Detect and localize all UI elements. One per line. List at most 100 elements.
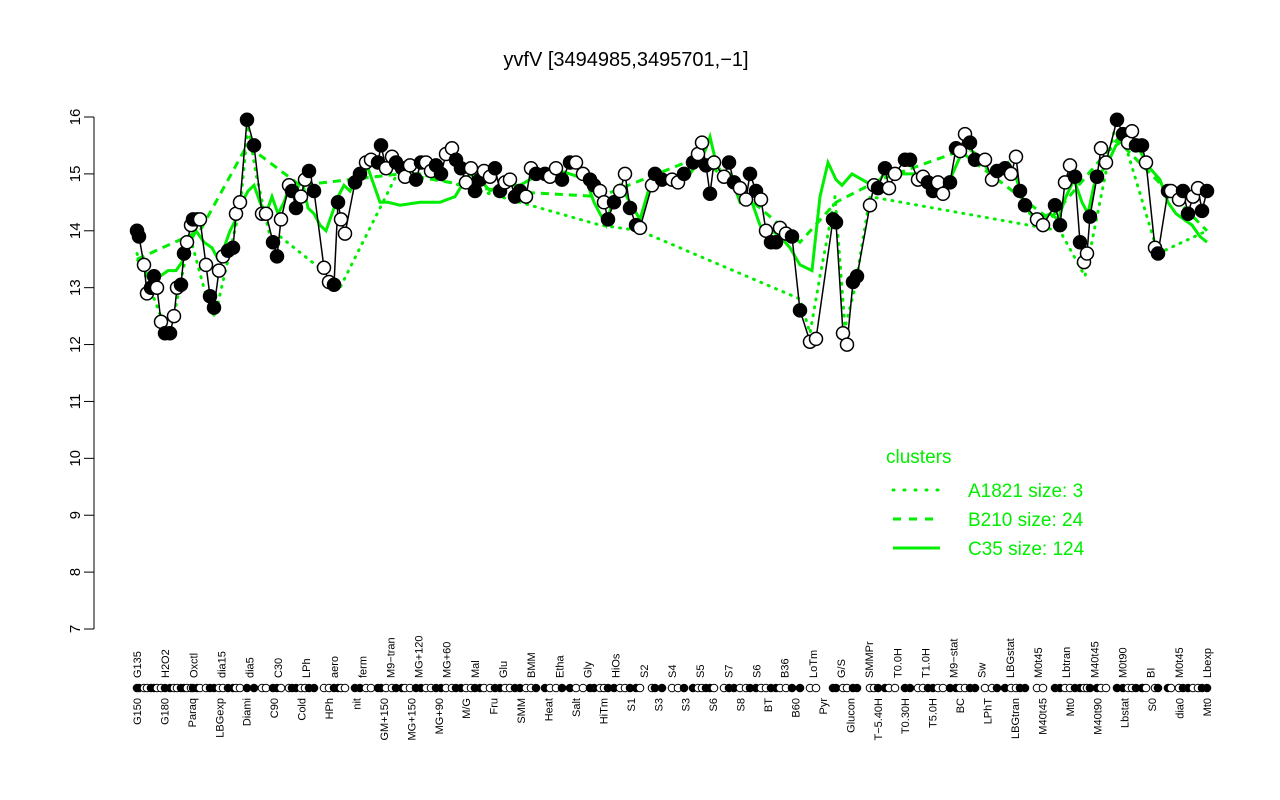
data-point	[179, 234, 195, 250]
x-category-label: S7	[723, 665, 735, 678]
sample-marker	[366, 683, 376, 693]
data-point	[192, 212, 208, 227]
y-tick-label: 12	[67, 336, 84, 353]
expression-line	[136, 117, 1208, 345]
data-point	[1138, 155, 1154, 170]
x-category-label: Mt0	[1065, 698, 1077, 716]
data-point	[1072, 234, 1088, 250]
y-tick-label: 8	[67, 568, 84, 576]
data-point	[433, 166, 449, 182]
data-point	[246, 138, 262, 153]
x-category-label: MG+90	[434, 698, 446, 734]
data-point	[568, 155, 584, 170]
x-category-label: C90	[269, 698, 281, 718]
x-category-label: B60	[790, 698, 802, 718]
x-category-label: nit	[351, 698, 363, 710]
x-category-label: B36	[780, 658, 792, 678]
x-category-label: G135	[132, 651, 144, 678]
data-point	[458, 175, 474, 190]
chart-title: yvfV [3494985,3495701,−1]	[503, 49, 748, 71]
sample-marker	[787, 683, 797, 693]
data-point	[952, 143, 968, 159]
legend-title: clusters	[886, 447, 951, 468]
data-point	[1194, 203, 1210, 219]
x-category-label: Lbexp	[1202, 648, 1214, 678]
x-category-label: T1.0H	[920, 648, 932, 678]
x-category-label: HiOs	[611, 653, 623, 678]
x-category-label: S3	[681, 698, 693, 711]
data-point	[333, 212, 349, 227]
sample-marker	[970, 683, 980, 693]
sample-marker	[249, 683, 259, 693]
x-category-label: MG+60	[442, 642, 454, 678]
sample-marker	[795, 683, 805, 693]
sample-marker	[1202, 683, 1212, 693]
data-point	[694, 135, 710, 150]
data-point	[1079, 246, 1095, 261]
y-tick-label: 11	[67, 394, 84, 410]
x-category-label: M40t45	[1089, 641, 1101, 678]
x-category-label: Etha	[554, 654, 566, 678]
x-category-label: HPh	[324, 698, 336, 719]
x-category-label: MG+150	[406, 698, 418, 741]
data-point	[784, 229, 800, 244]
sample-marker	[261, 683, 271, 693]
data-point	[977, 152, 993, 167]
data-point	[225, 240, 241, 256]
data-point	[352, 166, 368, 182]
x-category-label: G150	[132, 698, 144, 725]
x-category-label: M9−stat	[949, 639, 961, 678]
data-point	[1109, 112, 1125, 128]
data-point	[1098, 155, 1114, 170]
data-point	[136, 257, 152, 273]
data-point	[902, 152, 918, 167]
y-axis: 7 8 9 10 11 12 13 14 15 16	[67, 109, 95, 633]
x-category-label: MG+120	[414, 636, 426, 679]
x-category-label: M40t90	[1092, 698, 1104, 735]
plot-area	[129, 112, 1215, 352]
x-category-label: Glucon	[845, 698, 857, 733]
x-axis-labels: G135 H2O2 Oxctl dia15 dia5 C30 LPh aero ferm M9−t…	[132, 636, 1214, 741]
data-point	[1150, 246, 1166, 261]
data-point	[326, 277, 342, 293]
sample-marker	[811, 683, 821, 693]
sample-marker	[309, 683, 319, 693]
x-category-label: ferm	[357, 656, 369, 678]
data-point	[330, 195, 346, 210]
sample-marker	[1101, 683, 1111, 693]
data-point	[962, 135, 978, 150]
x-category-label: Diami	[242, 698, 254, 726]
data-point	[206, 300, 222, 315]
sample-marker	[873, 683, 883, 693]
data-point	[839, 337, 855, 352]
x-category-label: LBGtran	[1010, 698, 1022, 739]
sample-marker	[1085, 683, 1095, 693]
sample-marker	[980, 683, 990, 693]
sample-marker	[235, 683, 245, 693]
x-category-label: BT	[763, 698, 775, 712]
data-point	[131, 229, 147, 244]
x-category-label: S1	[626, 698, 638, 711]
data-point	[1012, 183, 1028, 199]
x-category-label: Glu	[498, 661, 510, 678]
data-point	[518, 189, 534, 204]
data-point	[548, 160, 564, 176]
x-category-label: BMM	[526, 652, 538, 678]
data-point	[881, 180, 897, 196]
x-category-label: LPh	[301, 658, 313, 678]
sample-marker	[1038, 683, 1048, 693]
data-point	[732, 180, 748, 196]
x-category-label: S5	[695, 665, 707, 678]
x-category-label: S6	[751, 665, 763, 678]
data-point	[1124, 123, 1140, 139]
data-point	[1199, 183, 1215, 199]
sample-marker	[905, 683, 915, 693]
x-category-label: C30	[273, 658, 285, 678]
data-point	[301, 163, 317, 179]
data-point	[463, 160, 479, 176]
data-point	[1047, 197, 1063, 213]
x-category-label: H2O2	[160, 649, 172, 678]
x-category-label: SMMPr	[864, 641, 876, 678]
y-tick-label: 14	[67, 222, 84, 239]
sample-marker	[578, 683, 588, 693]
